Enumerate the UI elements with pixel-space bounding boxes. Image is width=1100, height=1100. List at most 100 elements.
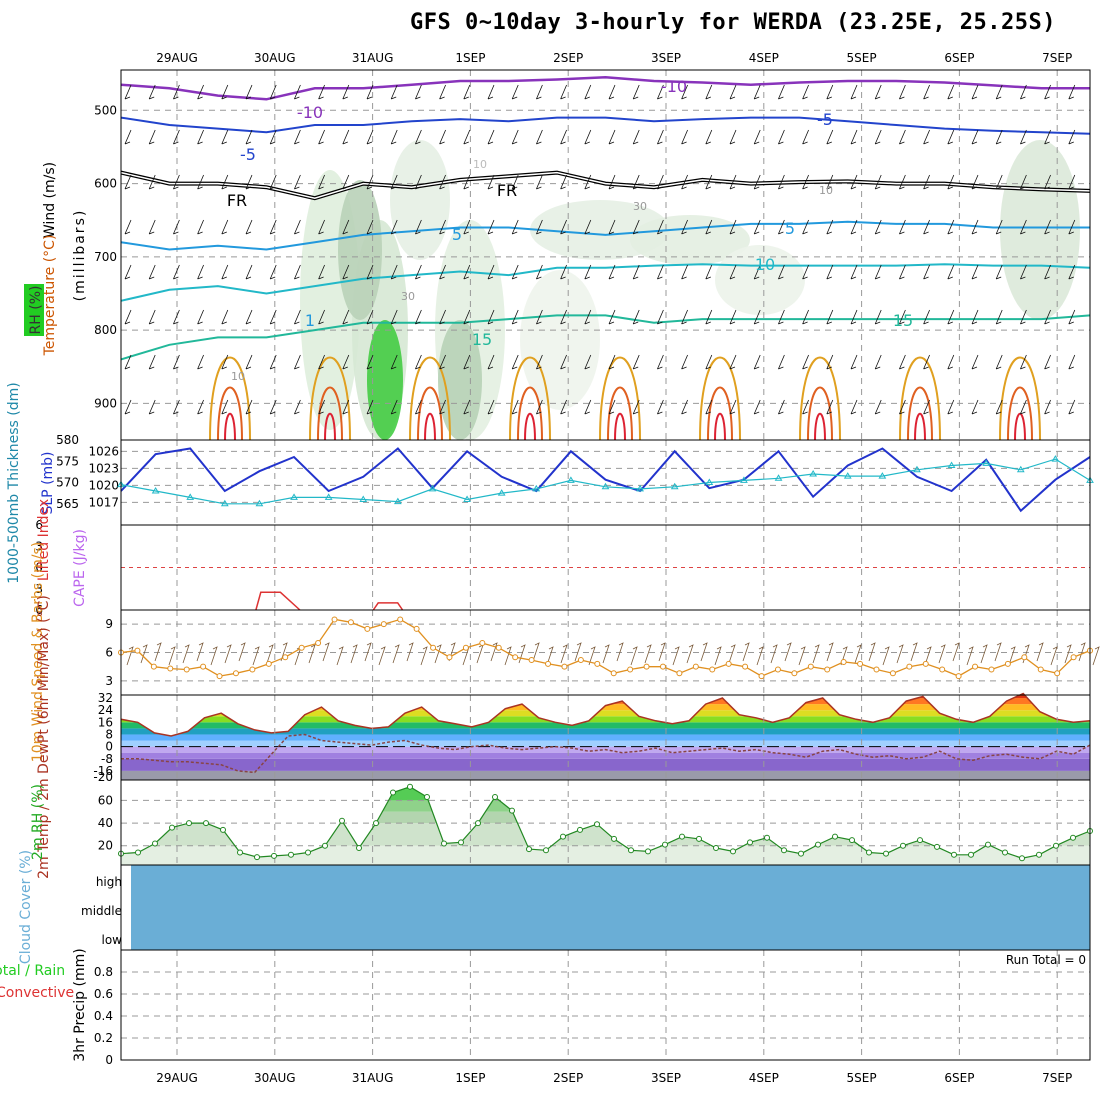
- wind-barb: [602, 644, 610, 664]
- wind-speed-marker: [857, 660, 864, 667]
- temp-axis-label: 2m Temp / 2m DewPt (6hr Min/Max) (°C): [36, 595, 52, 879]
- wind-barb: [1020, 399, 1027, 415]
- contour-label: 30: [633, 200, 647, 213]
- wind-barb: [923, 129, 930, 145]
- wind-barb: [681, 399, 688, 415]
- wind-barb: [850, 264, 858, 280]
- wind-barb: [850, 399, 858, 415]
- rh-marker: [713, 845, 719, 851]
- wind-barb: [608, 399, 616, 415]
- wind-barb: [632, 264, 640, 280]
- wind-barb: [518, 644, 526, 664]
- wind-barb: [899, 399, 906, 415]
- thickness-marker: [220, 499, 229, 507]
- wind-barb: [366, 354, 374, 370]
- wind-speed-marker: [742, 663, 749, 670]
- thickness-line: [120, 458, 1091, 505]
- wind-barb: [269, 84, 277, 100]
- wind-barb: [1020, 174, 1027, 190]
- wind-barb: [802, 309, 809, 325]
- rh-marker: [339, 817, 345, 824]
- contour-label: 1: [305, 311, 315, 330]
- wind-barb: [1020, 354, 1027, 370]
- wind-barb: [812, 644, 820, 664]
- wind-barb: [439, 219, 446, 235]
- wind-barb: [657, 84, 664, 100]
- wind-barb: [415, 219, 422, 235]
- precip-frame: [120, 949, 1091, 1061]
- wind-speed-marker: [265, 660, 272, 667]
- contour-label: -10: [297, 103, 323, 122]
- rh-marker: [305, 849, 311, 856]
- isotherm-plus20: [599, 356, 641, 441]
- wind-barb: [197, 264, 204, 280]
- wind-axis-label: 10m Wind Speed & Barbs (m/s): [30, 542, 46, 762]
- pressure-tick-label: 800: [94, 323, 117, 337]
- wind-barb: [1068, 264, 1076, 280]
- cloud-panel: high middle low Cloud Cover (%): [18, 850, 1091, 964]
- thickness-marker: [255, 499, 264, 507]
- wind-barb: [221, 84, 229, 100]
- rh-marker: [186, 820, 192, 827]
- wind-speed-marker: [939, 666, 946, 673]
- top-day-label: 4SEP: [749, 51, 779, 65]
- temp-band: [121, 716, 1090, 723]
- wind-barb: [728, 644, 736, 664]
- slp-axis-label: SLP (mb): [40, 451, 56, 514]
- wind-speed-marker: [824, 666, 831, 673]
- wind-barb: [584, 174, 592, 190]
- wind-barb: [632, 84, 640, 100]
- rh-shading: [520, 270, 600, 410]
- rh-legend: RH (%): [24, 284, 44, 336]
- wind-barb: [608, 309, 616, 325]
- contour-label: FR: [227, 191, 247, 210]
- wind-speed-marker: [1037, 666, 1044, 673]
- cloud-level-label: high: [96, 875, 122, 889]
- wind-barb: [245, 354, 253, 370]
- wind-barb: [850, 84, 858, 100]
- wind-barb: [197, 354, 204, 370]
- wind-speed-line: [120, 618, 1091, 677]
- wind-barb: [882, 646, 890, 666]
- wind-barb: [487, 264, 495, 280]
- wind-speed-marker: [922, 660, 929, 667]
- wind-barb: [476, 644, 484, 664]
- wind-barb: [840, 646, 848, 666]
- wind-barb: [124, 354, 132, 370]
- wind-barb: [854, 644, 862, 664]
- wind-barb: [778, 84, 785, 100]
- wind-barb: [657, 309, 664, 325]
- wind-speed-marker: [446, 654, 453, 661]
- wind-barb: [318, 399, 325, 415]
- wind-barb: [322, 642, 330, 662]
- wind-barb: [924, 646, 932, 666]
- wind-barb: [1044, 309, 1051, 325]
- wind-barb: [197, 129, 204, 145]
- wind-barb: [778, 129, 785, 145]
- wind-barb: [148, 129, 156, 145]
- wind-barb: [1068, 84, 1076, 100]
- wind-barb: [221, 129, 229, 145]
- wind-barb: [705, 129, 713, 145]
- wind-barb: [705, 309, 713, 325]
- temp-band: [121, 728, 1090, 735]
- wind-barb: [923, 309, 930, 325]
- wind-speed-marker: [364, 625, 371, 632]
- isotherm-plus15: [120, 314, 1091, 361]
- wind-barb: [681, 129, 688, 145]
- rh-marker: [611, 835, 617, 842]
- wind-barb: [415, 264, 422, 280]
- wind-barb: [584, 219, 592, 235]
- rh-marker: [1002, 849, 1008, 856]
- precip-panel: 0 0.2 0.4 0.6 0.8 Run Total = 0 Total / Rain Co…: [0, 948, 1091, 1067]
- wind-barb: [511, 309, 519, 325]
- wind-barb: [971, 264, 979, 280]
- wind-speed-marker: [988, 666, 995, 673]
- wind-barb: [269, 174, 277, 190]
- wind-barb: [995, 354, 1003, 370]
- thickness-marker: [601, 482, 610, 490]
- wind-barb: [899, 309, 906, 325]
- temp-band: [121, 740, 1090, 747]
- rh-marker: [475, 820, 481, 827]
- thickness-tick-label: 580: [56, 433, 79, 447]
